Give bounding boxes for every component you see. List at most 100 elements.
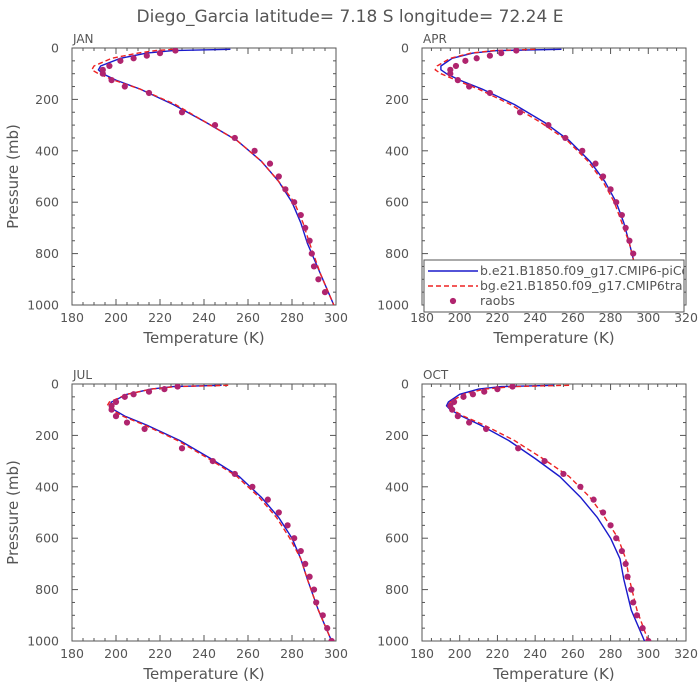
raobs-point xyxy=(545,122,552,129)
legend-label-picontrol: b.e21.B1850.f09_g17.CMIP6-piControl xyxy=(480,263,700,278)
raobs-point xyxy=(211,122,219,129)
y-tick-label: 400 xyxy=(35,479,59,494)
raobs-point xyxy=(607,522,614,529)
raobs-point xyxy=(473,55,480,62)
raobs-point xyxy=(626,237,633,244)
raobs-point xyxy=(178,445,186,452)
panel-month-label: APR xyxy=(423,32,447,46)
legend: b.e21.B1850.f09_g17.CMIP6-piControlbg.e2… xyxy=(423,259,700,313)
raobs-point xyxy=(249,483,256,490)
raobs-point xyxy=(313,599,320,606)
raobs-point xyxy=(449,406,456,413)
x-tick-label: 240 xyxy=(192,646,216,661)
y-tick-label: 200 xyxy=(385,92,409,107)
x-tick-label: 280 xyxy=(599,646,623,661)
raobs-point xyxy=(613,199,620,206)
raobs-point xyxy=(302,560,309,568)
raobs-point xyxy=(452,62,460,70)
raobs-point xyxy=(579,147,586,154)
x-tick-label: 200 xyxy=(448,646,472,661)
raobs-point xyxy=(117,57,124,64)
raobs-point xyxy=(174,384,181,390)
raobs-point xyxy=(562,134,569,142)
series-group xyxy=(445,384,652,641)
raobs-point xyxy=(108,77,115,84)
raobs-point xyxy=(106,62,113,70)
x-tick-label: 200 xyxy=(104,646,128,661)
raobs-point xyxy=(156,50,164,57)
raobs-point xyxy=(592,160,599,167)
page-title: Diego_Garcia latitude= 7.18 S longitude=… xyxy=(137,7,564,27)
legend-swatch-raobs xyxy=(449,297,457,305)
y-tick-label: 600 xyxy=(35,195,59,210)
raobs-point xyxy=(141,425,148,433)
x-tick-label: 220 xyxy=(485,646,509,661)
raobs-point xyxy=(172,48,179,54)
y-tick-label: 200 xyxy=(35,92,59,107)
raobs-point xyxy=(577,483,584,490)
x-tick-label: 260 xyxy=(561,646,585,661)
y-tick-label: 1000 xyxy=(27,634,59,649)
raobs-point xyxy=(466,83,473,90)
raobs-point xyxy=(630,250,637,257)
raobs-point xyxy=(447,70,454,77)
raobs-point xyxy=(297,211,304,219)
raobs-point xyxy=(630,599,637,606)
y-axis-label: Pressure (mb) xyxy=(4,460,22,565)
x-tick-label: 280 xyxy=(280,310,304,325)
x-tick-label: 240 xyxy=(523,310,547,325)
x-tick-label: 280 xyxy=(280,646,304,661)
raobs-point xyxy=(460,393,467,400)
raobs-point xyxy=(607,186,614,193)
x-tick-label: 280 xyxy=(599,310,623,325)
raobs-point xyxy=(275,509,282,516)
raobs-point xyxy=(308,250,315,257)
y-tick-label: 0 xyxy=(401,377,409,392)
raobs-point xyxy=(121,83,128,90)
chart-panel-jan: 180 200 220 240 260 280 300 0 200 400 600 800 1000 JA… xyxy=(4,32,348,347)
y-tick-label: 200 xyxy=(35,428,59,443)
raobs-point xyxy=(516,109,524,116)
y-tick-label: 1000 xyxy=(377,298,409,313)
x-tick-label: 180 xyxy=(410,310,434,325)
x-tick-label: 300 xyxy=(324,310,348,325)
x-tick-label: 300 xyxy=(636,310,660,325)
raobs-point xyxy=(297,547,304,555)
raobs-point xyxy=(469,391,477,398)
raobs-point xyxy=(624,573,631,580)
y-tick-label: 1000 xyxy=(27,298,59,313)
raobs-point xyxy=(645,637,652,641)
raobs-point xyxy=(454,413,461,420)
raobs-point xyxy=(143,52,150,59)
raobs-point xyxy=(123,419,131,426)
raobs-point xyxy=(613,535,620,542)
chart-panel-oct: 180 200 220 240 260 280 300 320 0 200 400 600 800 100… xyxy=(377,368,698,683)
raobs-point xyxy=(130,391,137,398)
raobs-point xyxy=(328,637,335,641)
raobs-point xyxy=(291,535,298,542)
y-tick-label: 0 xyxy=(51,377,59,392)
x-tick-label: 300 xyxy=(324,646,348,661)
raobs-point xyxy=(483,425,490,433)
y-tick-label: 200 xyxy=(385,428,409,443)
raobs-point xyxy=(618,211,625,219)
y-tick-label: 1000 xyxy=(377,634,409,649)
y-tick-label: 400 xyxy=(385,479,409,494)
y-axis-label: Pressure (mb) xyxy=(4,124,22,229)
raobs-point xyxy=(599,173,607,180)
legend-label-transient: bg.e21.B1850.f09_g17.CMIP6transient xyxy=(480,278,700,293)
raobs-point xyxy=(112,398,120,406)
y-tick-label: 0 xyxy=(401,41,409,56)
series-group xyxy=(106,384,335,641)
x-tick-label: 220 xyxy=(148,310,172,325)
y-tick-label: 600 xyxy=(35,531,59,546)
x-tick-label: 180 xyxy=(60,310,84,325)
raobs-point xyxy=(494,386,501,393)
raobs-point xyxy=(266,160,274,167)
series-line-transient xyxy=(434,48,649,305)
x-tick-label: 300 xyxy=(636,646,660,661)
raobs-point xyxy=(251,147,258,154)
raobs-point xyxy=(231,134,238,142)
x-tick-label: 320 xyxy=(674,646,698,661)
